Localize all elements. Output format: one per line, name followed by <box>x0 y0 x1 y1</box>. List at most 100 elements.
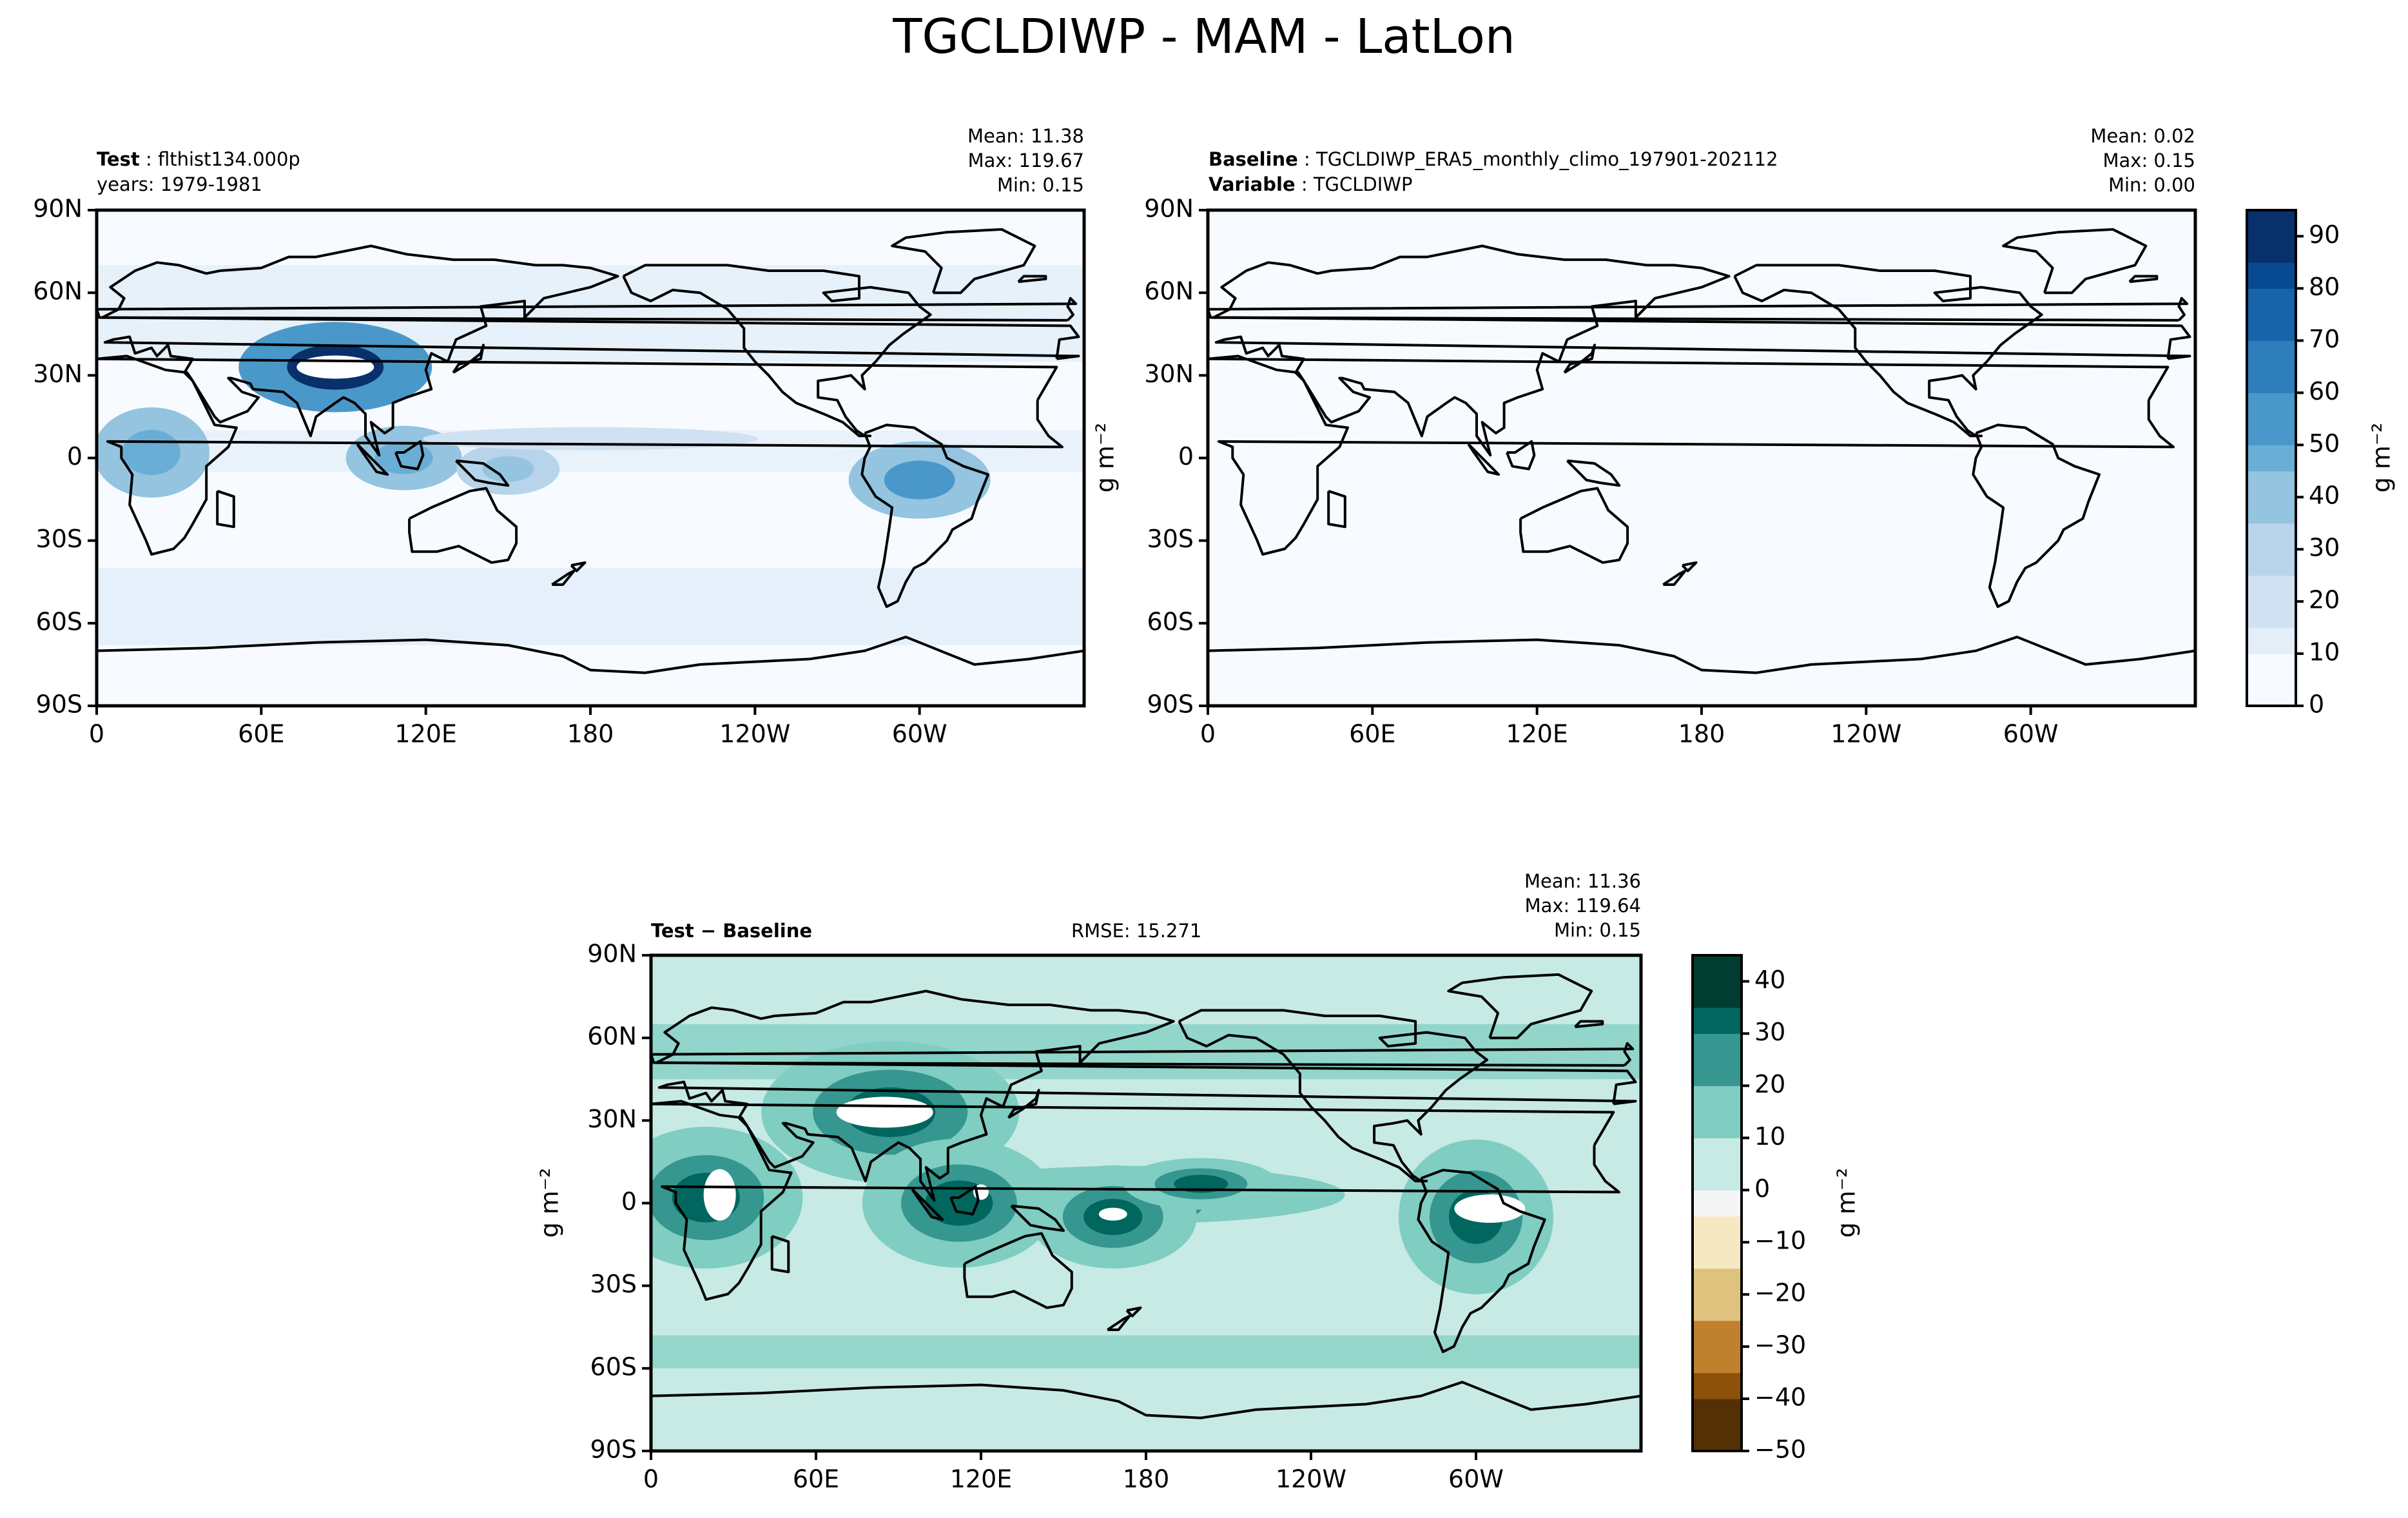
coastline <box>963 1232 1073 1309</box>
test-stat-max: Max: 119.67 <box>967 150 1084 171</box>
colorbar-bottom-segment <box>1693 1425 1742 1452</box>
colorbar-bottom-tick-label: 0 <box>1754 1174 1770 1203</box>
coastline <box>1681 561 1698 572</box>
diff-saturated-patch <box>1454 1194 1526 1223</box>
colorbar-bottom-segment <box>1693 1007 1742 1035</box>
colorbar-bottom-tick-label: −30 <box>1754 1331 1806 1359</box>
y-tick-label: 60S <box>36 607 83 636</box>
x-tick-label: 60E <box>793 1465 839 1494</box>
coastline <box>1208 636 2195 674</box>
coastline <box>651 1042 1635 1067</box>
colorbar-bottom-segment <box>1693 1320 1742 1347</box>
coastline <box>97 636 1084 674</box>
colorbar-bottom: −50 −40 −30 −20 −10 0 10 20 30 40 <box>1691 954 1806 1464</box>
colorbar-bottom-tick-label: −50 <box>1754 1435 1806 1464</box>
coastline <box>452 344 485 374</box>
coastline <box>101 244 1080 457</box>
y-tick-label: 30N <box>587 1105 637 1133</box>
y-tick-label: 30N <box>33 360 83 388</box>
baseline-stat-min: Min: 0.00 <box>2108 174 2195 196</box>
colorbar-bottom-segment <box>1693 955 1742 982</box>
y-tick-label: 60N <box>33 277 83 306</box>
y-tick-label: 30S <box>1147 525 1194 553</box>
colorbar-bottom-tick-label: −10 <box>1754 1227 1806 1255</box>
x-tick-label: 180 <box>1123 1465 1170 1494</box>
colorbar-bottom-segment <box>1693 1111 1742 1138</box>
coastline <box>655 989 1637 1202</box>
y-tick-label: 30S <box>36 525 83 553</box>
colorbar-bottom-segment <box>1693 1190 1742 1217</box>
y-tick-label: 60S <box>590 1352 637 1381</box>
baseline-map: 0 60E 120E 180 120W 60W 90N 60N 30N 0 30S 60S 90S <box>1144 195 2197 748</box>
colorbar-top-segment <box>2247 497 2296 524</box>
colorbar-top-tick-label: 50 <box>2309 429 2340 458</box>
colorbar-bottom-segment <box>1693 1163 1742 1191</box>
coastline <box>1733 264 2043 438</box>
colorbar-bottom-segment <box>1693 1085 1742 1113</box>
x-tick-label: 120E <box>950 1465 1013 1494</box>
coastline <box>2002 228 2148 295</box>
diff-saturated-patch <box>1098 1207 1127 1221</box>
colorbar-top-segment <box>2247 601 2296 628</box>
x-tick-label: 60W <box>2003 720 2059 748</box>
baseline-label-bold: Baseline <box>1209 148 1298 170</box>
y-tick-label: 30N <box>1144 360 1194 388</box>
colorbar-bottom-tick-label: −20 <box>1754 1279 1806 1307</box>
colorbar-bottom-segment <box>1693 981 1742 1008</box>
y-tick-label: 90S <box>590 1435 637 1464</box>
coastline <box>1519 487 1629 564</box>
coastline <box>551 569 576 586</box>
test-map: 0 60E 120E 180 120W 60W 90N 60N 30N 0 30S 60S 90S <box>33 195 1086 748</box>
baseline-variable-value: TGCLDIWP <box>1313 173 1413 195</box>
test-anomaly-core <box>122 429 181 475</box>
colorbar-top-tick-label: 40 <box>2309 482 2340 510</box>
diff-stat-min: Min: 0.15 <box>1553 919 1641 941</box>
colorbar-bottom-tick-label: 10 <box>1754 1122 1785 1151</box>
colorbar-top-tick-label: 60 <box>2309 377 2340 405</box>
colorbar-bottom-unit: g m⁻² <box>1832 1168 1861 1238</box>
y-tick-label: 0 <box>1178 442 1194 471</box>
colorbar-bottom-segment <box>1693 1242 1742 1269</box>
coastline <box>860 423 990 608</box>
colorbar-bottom-tick-label: −40 <box>1754 1383 1806 1412</box>
x-tick-label: 180 <box>1678 720 1725 748</box>
diff-label-bold: Test − Baseline <box>651 920 813 942</box>
coastline <box>1125 1306 1142 1318</box>
test-stat-min: Min: 0.15 <box>996 174 1084 196</box>
colorbar-bottom-segment <box>1693 1399 1742 1426</box>
coastline <box>1107 1314 1131 1331</box>
coastline <box>1467 443 1500 476</box>
colorbar-top-segment <box>2247 393 2296 420</box>
colorbar-top-tick-label: 70 <box>2309 325 2340 353</box>
colorbar-top-segment <box>2247 340 2296 367</box>
colorbar-top-segment <box>2247 679 2296 706</box>
test-years: years: 1979-1981 <box>97 173 262 195</box>
colorbar-top-segment <box>2247 549 2296 576</box>
x-tick-label: 60W <box>1448 1465 1504 1494</box>
y-tick-label: 90N <box>587 940 637 968</box>
y-tick-label: 60N <box>1144 277 1194 306</box>
x-tick-label: 120W <box>1276 1465 1346 1494</box>
colorbar-top-segment <box>2247 654 2296 681</box>
x-tick-label: 120W <box>719 720 790 748</box>
baseline-variable: Variable : TGCLDIWP <box>1209 173 1413 195</box>
baseline-stats: Mean: 0.02 Max: 0.15 Min: 0.00 <box>1949 124 2195 197</box>
coastline <box>97 297 1078 322</box>
test-nh-band <box>97 265 1084 362</box>
y-tick-label: 0 <box>67 442 83 471</box>
coastline <box>1208 297 2189 322</box>
colorbar-bottom-segment <box>1693 1033 1742 1060</box>
coastline <box>1506 440 1536 471</box>
baseline-contour-field <box>1208 228 2195 674</box>
diff-label: Test − Baseline <box>651 919 812 943</box>
colorbar-top-tick-label: 10 <box>2309 638 2340 667</box>
coastline <box>891 228 1036 295</box>
baseline-map-background <box>1208 210 2195 706</box>
coastline <box>1212 244 2191 457</box>
coastline <box>455 459 510 487</box>
y-tick-label: 60N <box>587 1022 637 1051</box>
x-tick-label: 180 <box>567 720 614 748</box>
coastline <box>1007 1089 1040 1119</box>
colorbar-bottom-segment <box>1693 1059 1742 1086</box>
coastline <box>651 1381 1641 1419</box>
